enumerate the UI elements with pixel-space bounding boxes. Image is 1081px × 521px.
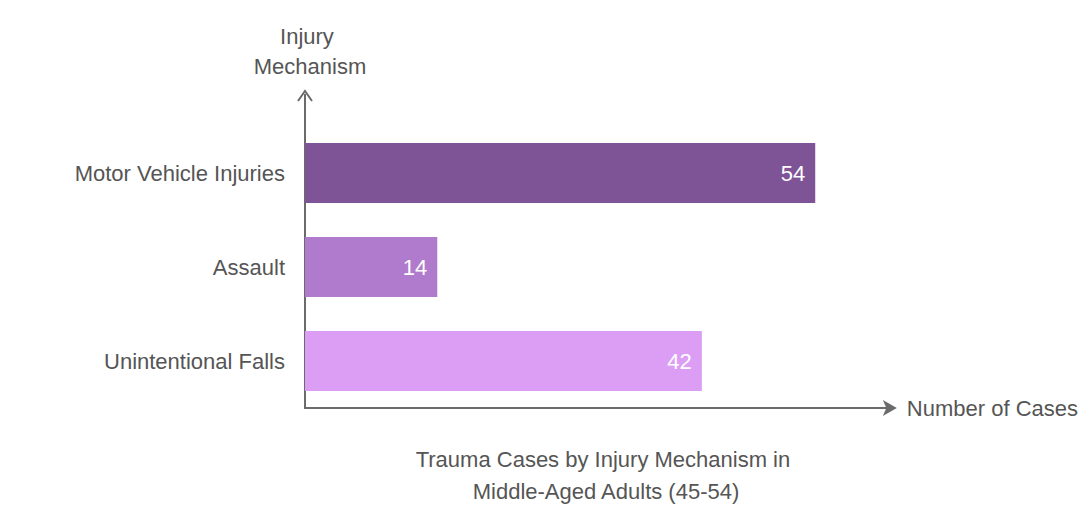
- svg-text:Assault: Assault: [213, 255, 285, 280]
- svg-text:Injury: Injury: [280, 24, 340, 49]
- svg-text:Motor Vehicle Injuries: Motor Vehicle Injuries: [75, 161, 285, 186]
- svg-text:Trauma Cases by Injury Mechani: Trauma Cases by Injury Mechanism in: [416, 447, 797, 472]
- svg-text:Number of Cases: Number of Cases: [907, 396, 1078, 421]
- svg-text:Unintentional Falls: Unintentional Falls: [104, 349, 285, 374]
- svg-text:Mechanism: Mechanism: [254, 54, 366, 79]
- svg-text:54: 54: [781, 161, 805, 186]
- svg-text:14: 14: [403, 255, 427, 280]
- svg-text:42: 42: [667, 349, 691, 374]
- svg-text:Middle-Aged Adults (45-54): Middle-Aged Adults (45-54): [473, 479, 740, 504]
